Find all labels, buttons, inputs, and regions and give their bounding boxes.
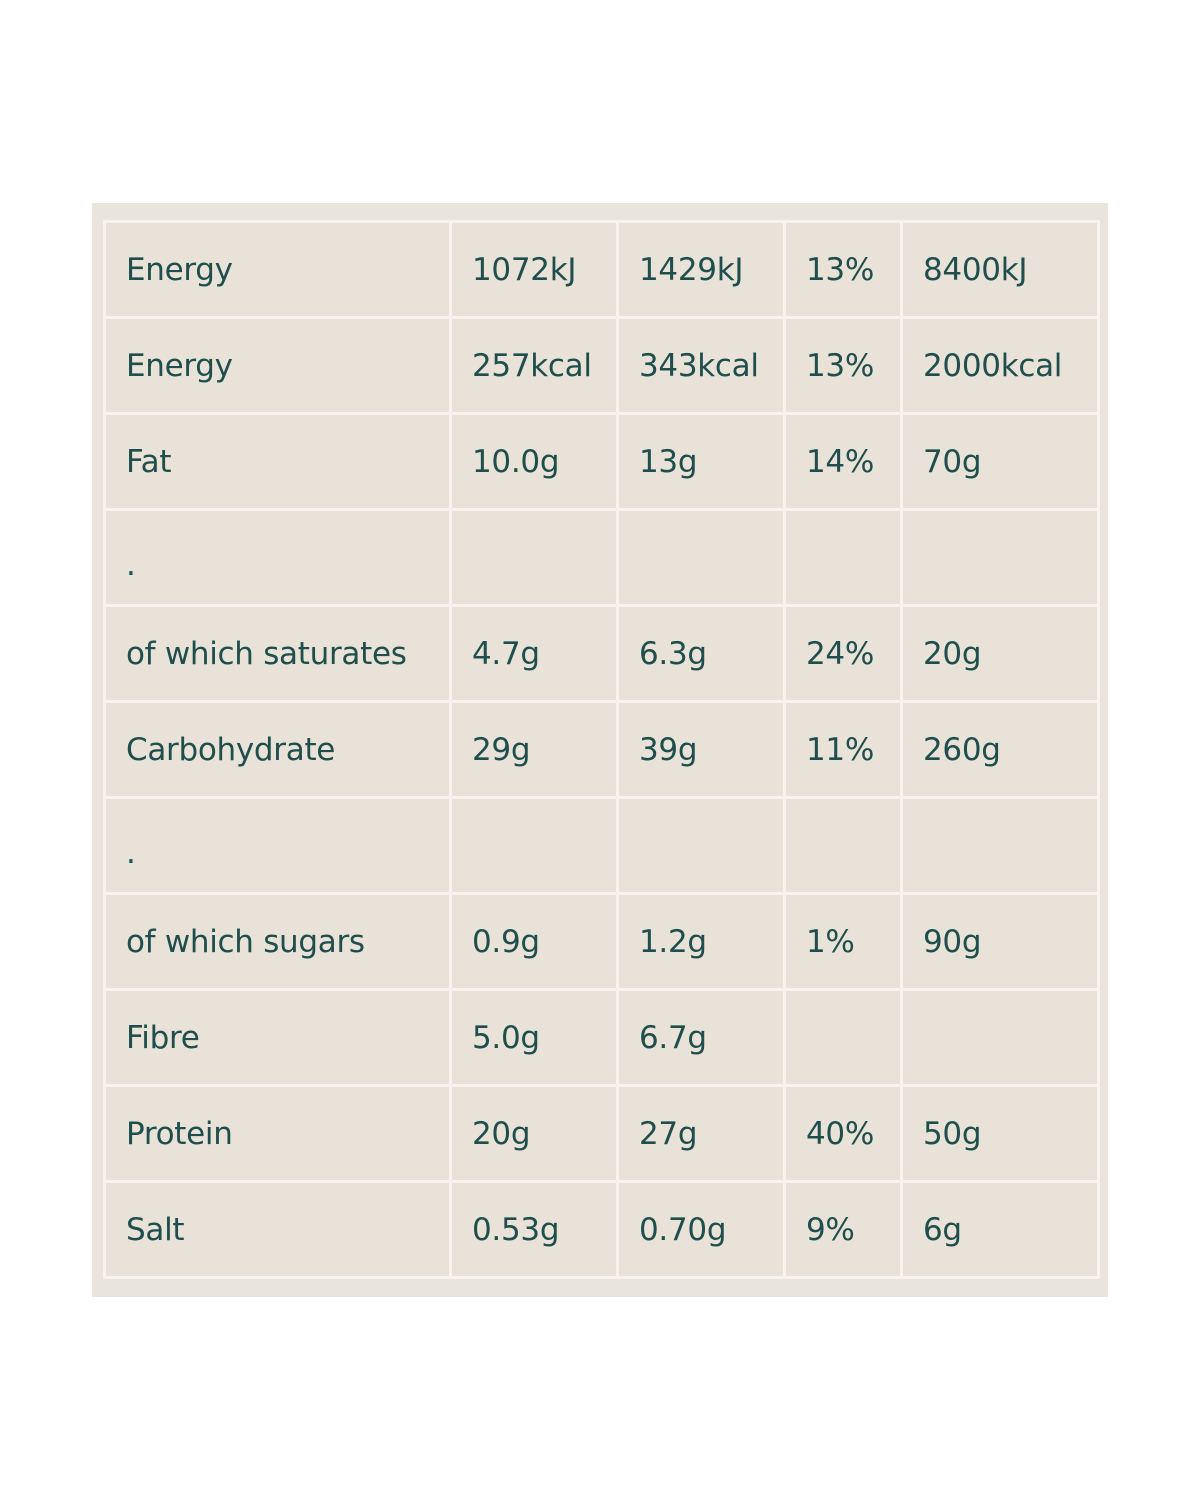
reference-intake-cell [903, 991, 1097, 1084]
ri-percent-cell: 14% [786, 415, 900, 508]
nutrient-name-cell: Energy [106, 223, 449, 316]
ri-percent-cell: 13% [786, 223, 900, 316]
reference-intake-cell: 2000kcal [903, 319, 1097, 412]
ri-percent-cell [786, 511, 900, 604]
per-serving-cell [619, 511, 783, 604]
per-100g-cell [452, 799, 616, 892]
per-100g-cell: 20g [452, 1087, 616, 1180]
per-100g-cell: 0.9g [452, 895, 616, 988]
nutrient-name-cell: Energy [106, 319, 449, 412]
ri-percent-cell: 40% [786, 1087, 900, 1180]
ri-percent-cell: 24% [786, 607, 900, 700]
per-serving-cell: 27g [619, 1087, 783, 1180]
per-100g-cell [452, 511, 616, 604]
per-serving-cell: 0.70g [619, 1183, 783, 1276]
table-row: of which sugars 0.9g 1.2g 1% 90g [106, 895, 1097, 988]
per-serving-cell: 39g [619, 703, 783, 796]
per-serving-cell: 6.3g [619, 607, 783, 700]
table-row: Protein 20g 27g 40% 50g [106, 1087, 1097, 1180]
per-100g-cell: 1072kJ [452, 223, 616, 316]
table-row: . [106, 511, 1097, 604]
reference-intake-cell: 6g [903, 1183, 1097, 1276]
per-100g-cell: 29g [452, 703, 616, 796]
table-row: Fibre 5.0g 6.7g [106, 991, 1097, 1084]
reference-intake-cell: 8400kJ [903, 223, 1097, 316]
table-row: Carbohydrate 29g 39g 11% 260g [106, 703, 1097, 796]
per-100g-cell: 10.0g [452, 415, 616, 508]
nutrition-panel: Energy 1072kJ 1429kJ 13% 8400kJ Energy 2… [92, 203, 1108, 1297]
per-serving-cell: 1429kJ [619, 223, 783, 316]
table-row: of which saturates 4.7g 6.3g 24% 20g [106, 607, 1097, 700]
reference-intake-cell: 20g [903, 607, 1097, 700]
ri-percent-cell: 11% [786, 703, 900, 796]
per-serving-cell: 13g [619, 415, 783, 508]
nutrient-name-cell: Fibre [106, 991, 449, 1084]
nutrient-name-cell: . [106, 511, 449, 604]
reference-intake-cell: 50g [903, 1087, 1097, 1180]
table-row: . [106, 799, 1097, 892]
nutrient-name-cell: Fat [106, 415, 449, 508]
per-serving-cell: 343kcal [619, 319, 783, 412]
reference-intake-cell [903, 799, 1097, 892]
reference-intake-cell: 260g [903, 703, 1097, 796]
ri-percent-cell: 13% [786, 319, 900, 412]
per-serving-cell [619, 799, 783, 892]
nutrient-name-cell: of which saturates [106, 607, 449, 700]
per-serving-cell: 1.2g [619, 895, 783, 988]
table-row: Energy 257kcal 343kcal 13% 2000kcal [106, 319, 1097, 412]
ri-percent-cell: 9% [786, 1183, 900, 1276]
ri-percent-cell [786, 799, 900, 892]
nutrient-name-cell: of which sugars [106, 895, 449, 988]
nutrient-name-cell: Carbohydrate [106, 703, 449, 796]
nutrition-table: Energy 1072kJ 1429kJ 13% 8400kJ Energy 2… [103, 220, 1100, 1279]
reference-intake-cell: 70g [903, 415, 1097, 508]
per-100g-cell: 4.7g [452, 607, 616, 700]
nutrient-name-cell: Salt [106, 1183, 449, 1276]
per-100g-cell: 257kcal [452, 319, 616, 412]
table-row: Fat 10.0g 13g 14% 70g [106, 415, 1097, 508]
per-serving-cell: 6.7g [619, 991, 783, 1084]
table-row: Energy 1072kJ 1429kJ 13% 8400kJ [106, 223, 1097, 316]
nutrient-name-cell: . [106, 799, 449, 892]
per-100g-cell: 5.0g [452, 991, 616, 1084]
reference-intake-cell [903, 511, 1097, 604]
ri-percent-cell [786, 991, 900, 1084]
nutrient-name-cell: Protein [106, 1087, 449, 1180]
table-row: Salt 0.53g 0.70g 9% 6g [106, 1183, 1097, 1276]
per-100g-cell: 0.53g [452, 1183, 616, 1276]
reference-intake-cell: 90g [903, 895, 1097, 988]
ri-percent-cell: 1% [786, 895, 900, 988]
